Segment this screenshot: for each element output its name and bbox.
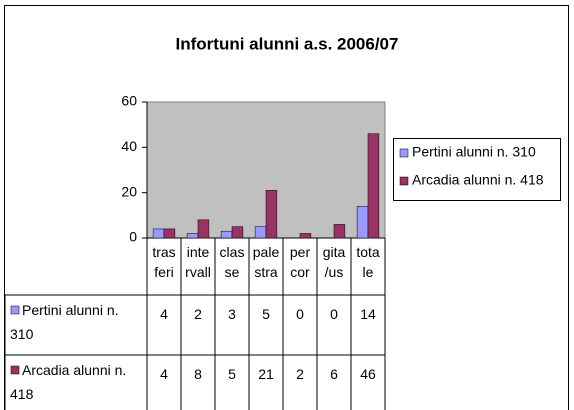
table-value: 3 bbox=[228, 306, 236, 322]
legend-box bbox=[393, 138, 561, 201]
legend-key bbox=[10, 365, 20, 375]
y-tick-label: 0 bbox=[129, 229, 137, 245]
x-tick-label: clas se bbox=[219, 244, 245, 280]
bar bbox=[231, 226, 244, 239]
table-series-name: Pertini alunni n. 310 bbox=[10, 302, 119, 342]
x-tick-label: tota le bbox=[356, 244, 380, 280]
table-value: 4 bbox=[160, 306, 168, 322]
x-tick-label: inte rvall bbox=[185, 244, 211, 280]
x-tick-label: gita /us bbox=[322, 244, 346, 280]
chart-title: Infortuni alunni a.s. 2006/07 bbox=[176, 34, 399, 53]
table-value: 2 bbox=[194, 306, 202, 322]
table-value: 6 bbox=[330, 366, 338, 382]
bar bbox=[254, 226, 267, 239]
legend-key bbox=[10, 305, 20, 315]
bar bbox=[186, 233, 199, 239]
table-value: 46 bbox=[360, 366, 376, 382]
bar bbox=[265, 190, 278, 239]
y-tick-label: 20 bbox=[121, 183, 137, 199]
table-value: 4 bbox=[160, 366, 168, 382]
table-series-name: Arcadia alunni n. 418 bbox=[10, 362, 127, 402]
bar bbox=[152, 228, 165, 239]
bar bbox=[197, 219, 210, 239]
bar bbox=[220, 230, 233, 239]
legend-key bbox=[399, 176, 409, 186]
bar bbox=[367, 133, 380, 239]
bar bbox=[333, 224, 346, 239]
y-tick-label: 60 bbox=[121, 93, 137, 109]
table-value: 8 bbox=[194, 366, 202, 382]
table-value: 0 bbox=[296, 306, 304, 322]
bar bbox=[299, 233, 312, 239]
y-tick-label: 40 bbox=[121, 138, 137, 154]
table-value: 5 bbox=[262, 306, 270, 322]
table-value: 14 bbox=[360, 306, 376, 322]
bar bbox=[163, 228, 176, 239]
x-tick-label: per cor bbox=[289, 244, 311, 280]
legend-label: Arcadia alunni n. 418 bbox=[412, 172, 544, 188]
legend-label: Pertini alunni n. 310 bbox=[412, 144, 536, 160]
table-value: 0 bbox=[330, 306, 338, 322]
x-tick-label: tras feri bbox=[152, 244, 176, 280]
x-tick-label: pale stra bbox=[252, 244, 280, 280]
table-value: 5 bbox=[228, 366, 236, 382]
legend-key bbox=[399, 148, 409, 158]
table-value: 2 bbox=[296, 366, 304, 382]
table-value: 21 bbox=[258, 366, 274, 382]
bar bbox=[356, 206, 369, 239]
